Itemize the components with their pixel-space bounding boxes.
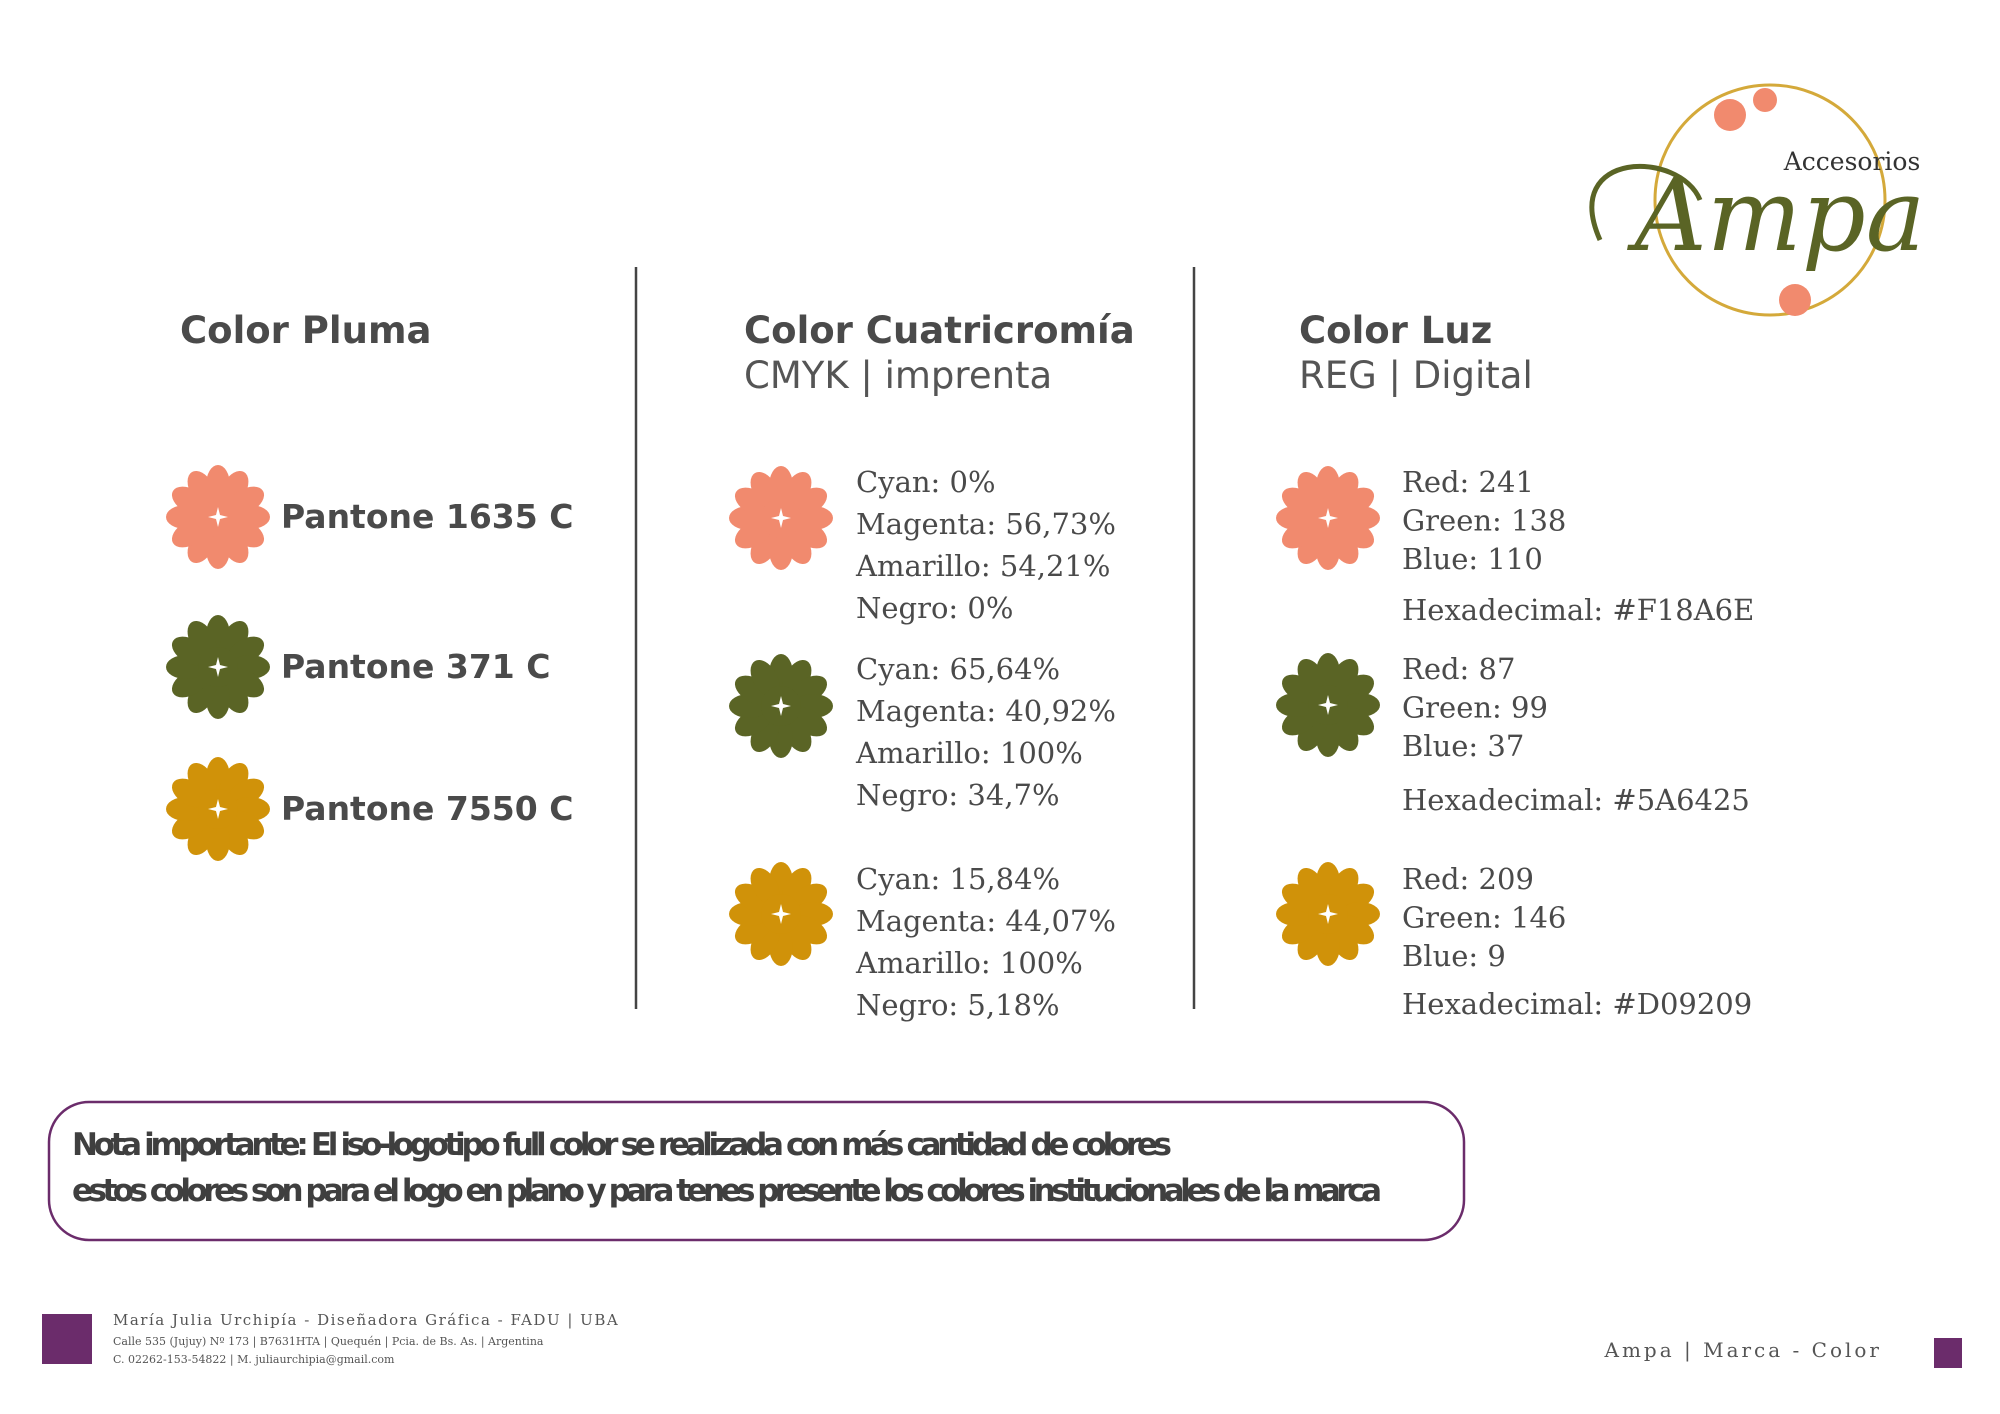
cmyk-value: Negro: 5,18%: [856, 988, 1060, 1022]
flower-icon: [729, 654, 833, 758]
column-title: Color Cuatricromía: [744, 309, 1135, 352]
footer-contact: C. 02262-153-54822 | M. juliaurchipia@gm…: [113, 1353, 395, 1367]
cmyk-value: Magenta: 44,07%: [856, 904, 1116, 938]
column-title: Color Pluma: [180, 309, 431, 352]
rgb-value: Red: 209: [1402, 862, 1534, 896]
logo-flower: [1779, 284, 1811, 316]
footer-icon: [42, 1314, 92, 1364]
footer-address: Calle 535 (Jujuy) Nº 173 | B7631HTA | Qu…: [113, 1335, 544, 1349]
cmyk-value: Cyan: 65,64%: [856, 652, 1060, 686]
rgb-value: Blue: 110: [1402, 542, 1543, 576]
logo-swash: [1589, 163, 1703, 242]
logo-flower: [1753, 88, 1777, 112]
flower-star: [1318, 695, 1338, 715]
rgb-value: Red: 87: [1402, 652, 1515, 686]
logo-flower: [1714, 99, 1746, 131]
cmyk-value: Magenta: 56,73%: [856, 507, 1116, 541]
hex-value: Hexadecimal: #F18A6E: [1402, 593, 1754, 627]
rgb-value: Red: 241: [1402, 465, 1534, 499]
flower-star: [208, 507, 228, 527]
flower-star: [208, 799, 228, 819]
flower-star: [771, 904, 791, 924]
logo: Accesorios Ampa: [1589, 83, 1926, 317]
cmyk-value: Negro: 0%: [856, 591, 1013, 625]
footer-page: Ampa | Marca - Color: [1604, 1338, 1883, 1363]
footer-square: [1934, 1338, 1962, 1368]
cmyk-value: Cyan: 15,84%: [856, 862, 1060, 896]
hex-value: Hexadecimal: #5A6425: [1402, 783, 1750, 817]
logo-top: Accesorios: [1783, 147, 1921, 176]
column-subtitle: CMYK | imprenta: [744, 354, 1052, 397]
flower-icon: [1276, 466, 1380, 570]
flower-star: [771, 508, 791, 528]
flower-star: [1318, 904, 1338, 924]
footer-author: María Julia Urchipía - Diseñadora Gráfic…: [113, 1311, 619, 1329]
column-title: Color Luz: [1299, 309, 1492, 352]
cmyk-value: Amarillo: 54,21%: [855, 549, 1110, 583]
footer-logo: [42, 1314, 92, 1364]
flower-icon: [729, 862, 833, 966]
cmyk-value: Magenta: 40,92%: [856, 694, 1116, 728]
cmyk-value: Amarillo: 100%: [855, 946, 1083, 980]
flower-star: [1318, 508, 1338, 528]
petal: [187, 762, 217, 800]
rgb-value: Blue: 37: [1402, 729, 1524, 763]
petal: [187, 620, 217, 658]
cmyk-value: Cyan: 0%: [856, 465, 996, 499]
note-line: estos colores son para el logo en plano …: [72, 1173, 1382, 1209]
flower-star: [208, 657, 228, 677]
cmyk-value: Negro: 34,7%: [856, 778, 1060, 812]
petal: [750, 471, 780, 509]
flower-icon: [166, 465, 270, 569]
flower-icon: [729, 466, 833, 570]
logo-name: Ampa: [1627, 157, 1926, 274]
pantone-label: Pantone 1635 C: [281, 497, 573, 536]
rgb-value: Green: 146: [1402, 901, 1566, 935]
logo-ring: [1653, 83, 1887, 317]
rgb-value: Green: 99: [1402, 691, 1548, 725]
note-box: [47, 1100, 1466, 1242]
flower-icon: [1276, 862, 1380, 966]
petal: [1297, 471, 1327, 509]
petal: [1297, 867, 1327, 905]
flower-icon: [166, 757, 270, 861]
pantone-label: Pantone 371 C: [281, 647, 550, 686]
note-line: Nota importante: El iso-logotipo full co…: [72, 1127, 1172, 1163]
flower-icon: [1276, 653, 1380, 757]
flower-icon: [166, 615, 270, 719]
column-subtitle: REG | Digital: [1299, 354, 1533, 397]
petal: [187, 470, 217, 508]
petal: [750, 867, 780, 905]
cmyk-value: Amarillo: 100%: [855, 736, 1083, 770]
rgb-value: Green: 138: [1402, 504, 1566, 538]
petal: [1297, 658, 1327, 696]
pantone-label: Pantone 7550 C: [281, 789, 573, 828]
petal: [750, 659, 780, 697]
hex-value: Hexadecimal: #D09209: [1402, 987, 1752, 1021]
flower-star: [771, 696, 791, 716]
rgb-value: Blue: 9: [1402, 939, 1506, 973]
